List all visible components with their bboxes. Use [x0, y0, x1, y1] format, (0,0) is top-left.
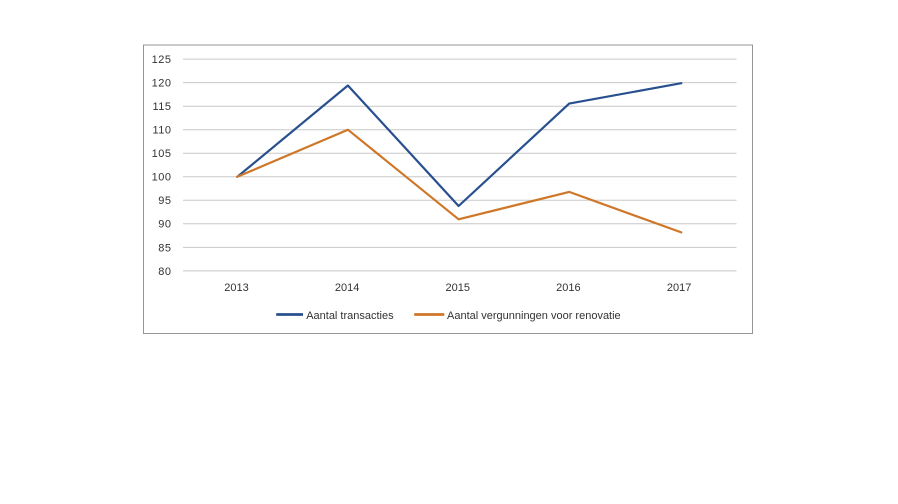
svg-text:110: 110 — [152, 125, 171, 137]
svg-text:95: 95 — [158, 195, 171, 207]
svg-text:100: 100 — [152, 172, 172, 184]
svg-text:2015: 2015 — [446, 282, 470, 294]
svg-text:2013: 2013 — [224, 282, 248, 294]
svg-text:115: 115 — [152, 101, 171, 113]
svg-text:120: 120 — [152, 78, 172, 90]
svg-text:2014: 2014 — [335, 282, 359, 294]
svg-text:2016: 2016 — [556, 282, 580, 294]
svg-text:125: 125 — [152, 54, 172, 66]
svg-text:80: 80 — [158, 266, 171, 278]
svg-text:Aantal transacties: Aantal transacties — [306, 310, 394, 322]
svg-text:2017: 2017 — [667, 282, 691, 294]
svg-text:90: 90 — [158, 219, 171, 231]
svg-text:85: 85 — [158, 242, 171, 254]
svg-text:105: 105 — [152, 148, 172, 160]
svg-text:Aantal vergunningen voor renov: Aantal vergunningen voor renovatie — [447, 310, 621, 322]
